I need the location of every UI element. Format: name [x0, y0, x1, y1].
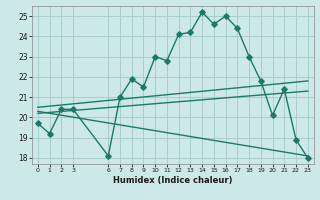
- X-axis label: Humidex (Indice chaleur): Humidex (Indice chaleur): [113, 176, 233, 185]
